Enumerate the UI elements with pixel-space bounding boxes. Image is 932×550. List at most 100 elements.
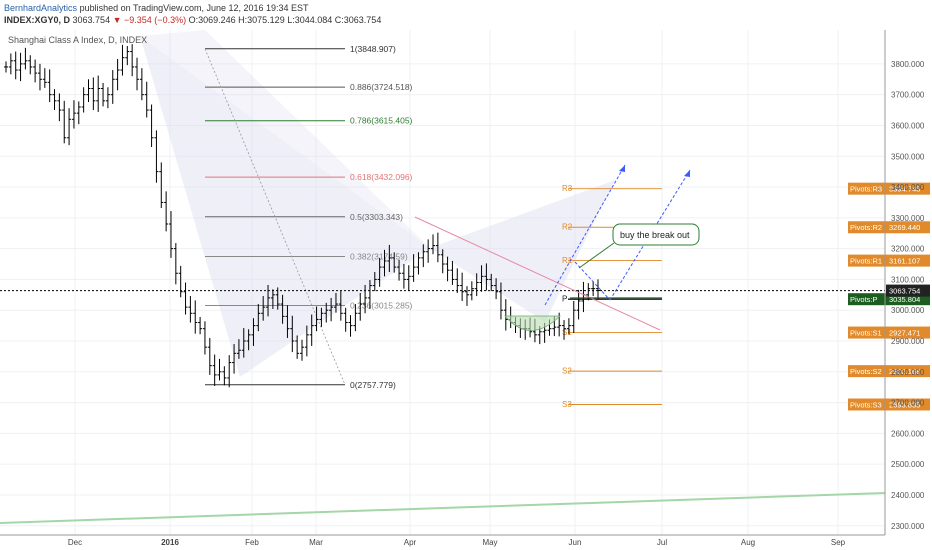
y-tick-label: 2600.000 <box>891 429 925 438</box>
publish-line: BernhardAnalytics published on TradingVi… <box>4 3 309 13</box>
pivot-tag-box <box>848 398 886 411</box>
y-tick-label: 3100.000 <box>891 275 925 284</box>
x-tick-label: Jun <box>569 538 582 547</box>
pivot-level-label: S2 <box>562 367 572 376</box>
fib-level-label: 0.618(3432.096) <box>350 172 413 182</box>
y-tick-label: 3200.000 <box>891 245 925 254</box>
x-tick-label: 2016 <box>161 538 179 547</box>
y-tick-label: 3400.000 <box>891 183 925 192</box>
trendline <box>414 216 661 331</box>
pivot-value-box <box>886 326 930 339</box>
ohlc-line: INDEX:XGY0, D 3063.754 ▼ −9.354 (−0.3%) … <box>4 15 381 25</box>
pivot-level-label: S1 <box>562 328 572 337</box>
pattern-triangle <box>430 180 615 322</box>
y-tick-label: 2700.000 <box>891 399 925 408</box>
pivot-tag-label: Pivots:R1 <box>850 257 882 266</box>
y-tick-label: 3800.000 <box>891 60 925 69</box>
price-change: −9.354 (−0.3%) <box>124 15 187 25</box>
grid <box>0 30 885 535</box>
x-tick-label: Apr <box>404 538 417 547</box>
author-link[interactable]: BernhardAnalytics <box>4 3 78 13</box>
pivot-level-label: R3 <box>562 184 573 193</box>
price-bars <box>4 44 600 388</box>
pivot-value-box <box>886 254 930 267</box>
x-tick-label: Sep <box>831 538 846 547</box>
x-tick-label: Jul <box>657 538 667 547</box>
down-arrow-icon: ▼ <box>112 15 122 25</box>
arrow-head-icon <box>684 170 690 177</box>
price-axis: 3800.000 3700.000 3600.000 3500.000 3400.000… <box>884 30 925 535</box>
fib-level-label: 0.5(3303.343) <box>350 212 403 222</box>
pivot-tag-label: Pivots:S3 <box>850 400 882 409</box>
pivot-tag-box <box>848 182 886 195</box>
pivot-tag-label: Pivots:R3 <box>850 185 882 194</box>
pivot-value-label: 3161.107 <box>889 257 920 266</box>
rounding-bottom-shape <box>504 315 561 331</box>
time-axis: Dec 2016 Feb Mar Apr May Jun Jul Aug Sep <box>0 534 885 547</box>
y-tick-label: 2800.000 <box>891 368 925 377</box>
chart-title: Shanghai Class A Index, D, INDEX <box>8 35 147 45</box>
fib-level-label: 0.886(3724.518) <box>350 82 413 92</box>
high-value: H:3075.129 <box>238 15 285 25</box>
open-value: O:3069.246 <box>188 15 236 25</box>
long-term-trendline <box>0 492 886 524</box>
harmonic-pattern <box>140 30 615 377</box>
last-price-box <box>886 284 930 297</box>
pivot-tag-label: Pivots:R2 <box>850 223 882 232</box>
fib-retracement: 1(3848.907) 0.886(3724.518) 0.786(3615.405… <box>204 44 413 390</box>
pivot-level-label: R2 <box>562 223 573 232</box>
projection-arrow <box>544 164 626 306</box>
y-tick-label: 3000.000 <box>891 306 925 315</box>
pivot-level-label: S3 <box>562 400 572 409</box>
drawing-overlay: 3063.754 buy the break out <box>0 164 930 524</box>
arrow-head-icon <box>619 165 625 172</box>
pivot-value-label: 3269.440 <box>889 223 920 232</box>
pivot-value-box <box>886 365 930 378</box>
fib-level-label: 0.236(3015.285) <box>350 301 413 311</box>
pivot-value-label: 2693.835 <box>889 400 920 409</box>
x-tick-label: Dec <box>68 538 82 547</box>
callout-pointer <box>578 242 615 269</box>
callout-box <box>612 223 700 246</box>
fib-trend-line <box>204 48 346 385</box>
close-value: C:3063.754 <box>334 15 382 25</box>
pivot-tag-label: Pivots:S2 <box>850 367 882 376</box>
pivot-value-label: 2802.168 <box>889 367 920 376</box>
y-tick-label: 3300.000 <box>891 214 925 223</box>
fib-level-label: 0(2757.779) <box>350 380 396 390</box>
fib-level-label: 1(3848.907) <box>350 44 396 54</box>
pivot-level-label: R1 <box>562 256 573 265</box>
symbol-label: INDEX:XGY0, D <box>4 15 71 25</box>
pivot-tag-box <box>848 254 886 267</box>
pivot-value-box <box>886 182 930 195</box>
fib-level-label: 0.382(3174.59) <box>350 251 408 261</box>
x-tick-label: Mar <box>309 538 323 547</box>
pattern-triangle <box>140 30 430 248</box>
y-tick-label: 2900.000 <box>891 337 925 346</box>
last-price-label: 3063.754 <box>889 287 920 296</box>
pattern-triangle <box>140 36 430 377</box>
pivot-value-label: 3394.743 <box>889 185 920 194</box>
y-tick-label: 2300.000 <box>891 522 925 531</box>
y-tick-label: 3500.000 <box>891 152 925 161</box>
projection-arrow <box>574 261 611 301</box>
pivot-tag-label: Pivots:S1 <box>850 329 882 338</box>
published-text: published on TradingView.com, June 12, 2… <box>79 3 309 13</box>
y-tick-label: 3600.000 <box>891 121 925 130</box>
fib-level-label: 0.786(3615.405) <box>350 116 413 126</box>
y-tick-label: 2500.000 <box>891 460 925 469</box>
pivot-value-label: 2927.471 <box>889 329 920 338</box>
pivot-tag-box <box>848 326 886 339</box>
y-tick-label: 2400.000 <box>891 491 925 500</box>
y-tick-label: 3700.000 <box>891 91 925 100</box>
pivot-tag-box <box>848 293 886 306</box>
pivot-levels: R3 Pivots:R3 3394.743 R2 Pivots:R2 3269.440 R1… <box>562 182 930 411</box>
pivot-tag-label: Pivots:P <box>850 295 878 304</box>
x-tick-label: May <box>482 538 497 547</box>
low-value: L:3044.084 <box>287 15 333 25</box>
pivot-level-label: P <box>562 295 567 304</box>
last-price: 3063.754 <box>72 15 111 25</box>
x-tick-label: Aug <box>741 538 755 547</box>
